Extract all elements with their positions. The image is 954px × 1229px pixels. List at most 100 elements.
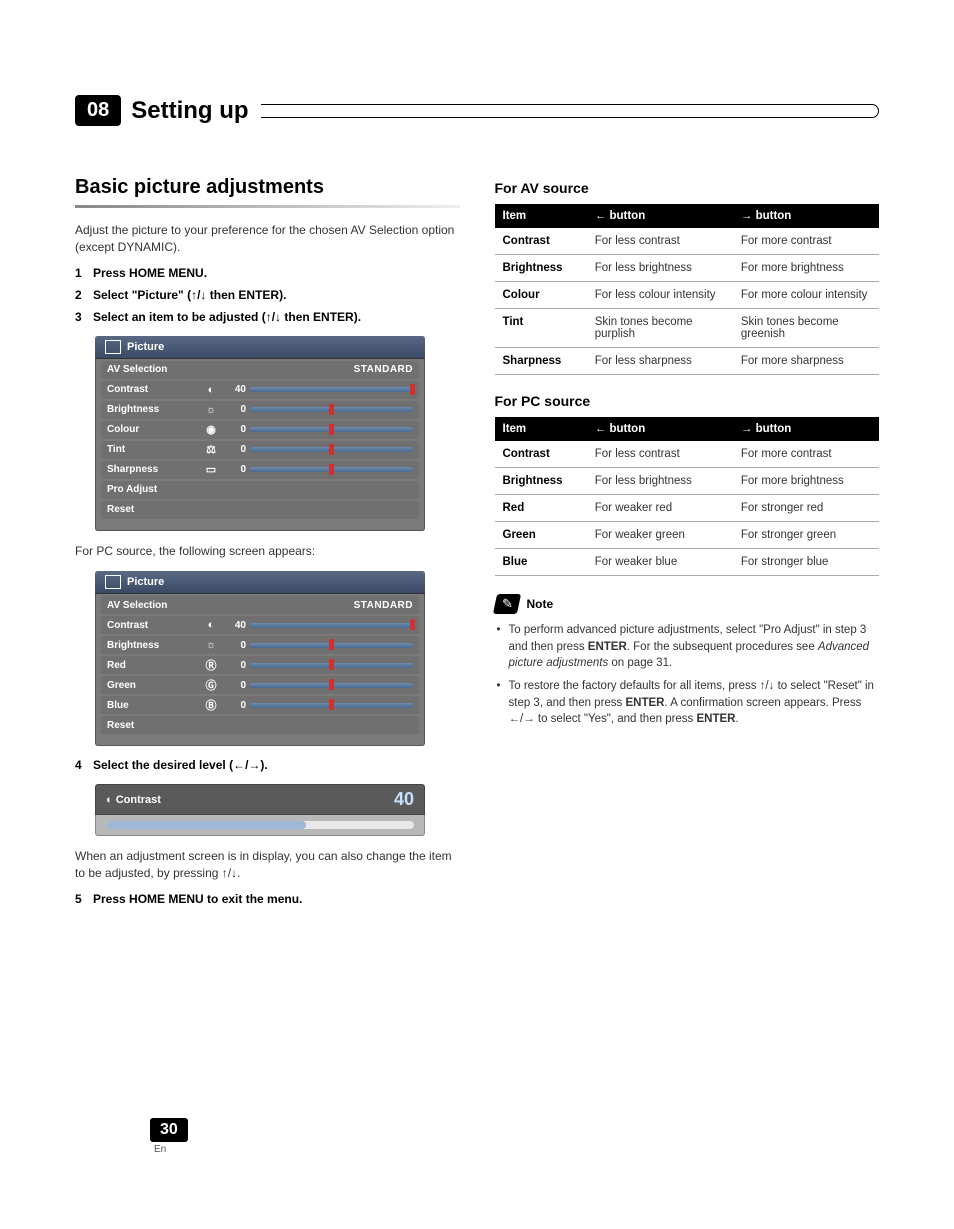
menu-row-bar (250, 662, 413, 668)
step-2: Select "Picture" (↑/↓ then ENTER). (93, 288, 286, 302)
heading-rule (75, 205, 460, 208)
table-cell: Sharpness (495, 348, 587, 375)
menu-row-num: 40 (220, 384, 250, 395)
step-5: Press HOME MENU to exit the menu. (93, 892, 302, 906)
menu-row-icon: ◐ (202, 384, 220, 396)
table-cell: For less contrast (587, 228, 733, 255)
table-cell: For less brightness (587, 255, 733, 282)
table-row: RedFor weaker redFor stronger red (495, 495, 880, 522)
table-row: TintSkin tones become purplishSkin tones… (495, 309, 880, 348)
pc-table: Item← button→ buttonContrastFor less con… (495, 417, 880, 576)
right-column: For AV source Item← button→ buttonContra… (495, 176, 880, 914)
menu-row-icon: Ⓖ (202, 677, 220, 693)
menu-row-label: Sharpness (107, 464, 202, 475)
menu-row-brightness: Brightness☼0 (101, 401, 419, 419)
intro-text: Adjust the picture to your preference fo… (75, 222, 460, 256)
menu-row-label: Contrast (107, 384, 202, 395)
step-1: Press HOME MENU. (93, 266, 207, 280)
menu-row-label: Brightness (107, 640, 202, 651)
menu-row-label: Green (107, 680, 202, 691)
menu-row-label: Pro Adjust (107, 484, 202, 495)
menu-row-bar (250, 427, 413, 433)
note-label: Note (527, 597, 554, 611)
table-cell: Skin tones become purplish (587, 309, 733, 348)
menu-row-label: AV Selection (107, 364, 202, 375)
menu-row-num: 0 (220, 424, 250, 435)
menu-row-num: 0 (220, 404, 250, 415)
menu-row-icon: ☼ (202, 404, 220, 416)
menu-row-contrast: Contrast◐40 (101, 381, 419, 399)
menu-row-av-selection: AV SelectionSTANDARD (101, 596, 419, 614)
menu-row-icon: ☼ (202, 639, 220, 651)
menu-row-bar (250, 642, 413, 648)
steps-list-3: 5Press HOME MENU to exit the menu. (75, 892, 460, 906)
chapter-rule (261, 104, 879, 118)
page-number: 30 (150, 1118, 188, 1142)
menu-row-label: Brightness (107, 404, 202, 415)
chapter-header: 08 Setting up (75, 95, 879, 126)
adjust-value: 40 (394, 789, 414, 810)
table-cell: Contrast (495, 441, 587, 468)
menu-row-label: AV Selection (107, 600, 202, 611)
menu-row-blue: BlueⒷ0 (101, 696, 419, 714)
table-cell: Colour (495, 282, 587, 309)
table-cell: Contrast (495, 228, 587, 255)
chapter-title: Setting up (131, 97, 248, 125)
page-lang: En (150, 1144, 188, 1155)
menu-row-label: Colour (107, 424, 202, 435)
menu-row-num: 0 (220, 660, 250, 671)
pc-source-heading: For PC source (495, 393, 880, 409)
menu-row-label: Tint (107, 444, 202, 455)
menu-row-icon: ◐ (202, 619, 220, 631)
menu-row-value: STANDARD (202, 364, 413, 375)
table-row: ContrastFor less contrastFor more contra… (495, 228, 880, 255)
after-adjust-text: When an adjustment screen is in display,… (75, 848, 460, 882)
table-cell: For less brightness (587, 468, 733, 495)
menu-row-bar (250, 447, 413, 453)
table-header: Item (495, 417, 587, 441)
table-header: → button (733, 417, 879, 441)
table-cell: Green (495, 522, 587, 549)
contrast-adjust-panel: ◐ Contrast 40 (95, 784, 425, 836)
table-cell: For more sharpness (733, 348, 879, 375)
left-column: Basic picture adjustments Adjust the pic… (75, 176, 460, 914)
menu-row-label: Reset (107, 504, 202, 515)
menu-row-colour: Colour◉0 (101, 421, 419, 439)
menu-row-pro-adjust: Pro Adjust (101, 481, 419, 499)
note-header: ✎ Note (495, 594, 880, 614)
note-item: To restore the factory defaults for all … (495, 678, 880, 728)
menu-row-green: GreenⒼ0 (101, 676, 419, 694)
table-header: ← button (587, 204, 733, 228)
table-header: ← button (587, 417, 733, 441)
table-cell: Brightness (495, 468, 587, 495)
menu-row-num: 40 (220, 620, 250, 631)
picture-menu-pc: PictureAV SelectionSTANDARDContrast◐40Br… (95, 571, 425, 746)
menu-row-bar (250, 467, 413, 473)
menu-row-label: Blue (107, 700, 202, 711)
menu-row-red: RedⓇ0 (101, 656, 419, 674)
table-row: ColourFor less colour intensityFor more … (495, 282, 880, 309)
table-row: BrightnessFor less brightnessFor more br… (495, 255, 880, 282)
menu-title: Picture (127, 341, 164, 353)
menu-row-icon: Ⓑ (202, 697, 220, 713)
menu-row-tint: Tint⚖0 (101, 441, 419, 459)
table-row: GreenFor weaker greenFor stronger green (495, 522, 880, 549)
table-cell: Brightness (495, 255, 587, 282)
menu-row-contrast: Contrast◐40 (101, 616, 419, 634)
menu-row-icon: Ⓡ (202, 657, 220, 673)
steps-list-2: 4Select the desired level (←/→). (75, 758, 460, 772)
pc-caption: For PC source, the following screen appe… (75, 543, 460, 560)
table-cell: For more brightness (733, 468, 879, 495)
step-3: Select an item to be adjusted (↑/↓ then … (93, 310, 361, 324)
picture-icon (105, 340, 121, 354)
menu-row-label: Contrast (107, 620, 202, 631)
table-cell: For more brightness (733, 255, 879, 282)
table-cell: For more colour intensity (733, 282, 879, 309)
menu-row-bar (250, 387, 413, 393)
table-cell: Skin tones become greenish (733, 309, 879, 348)
table-cell: For weaker green (587, 522, 733, 549)
table-header: → button (733, 204, 879, 228)
menu-row-num: 0 (220, 444, 250, 455)
menu-row-icon: ▭ (202, 463, 220, 476)
menu-row-label: Reset (107, 720, 202, 731)
